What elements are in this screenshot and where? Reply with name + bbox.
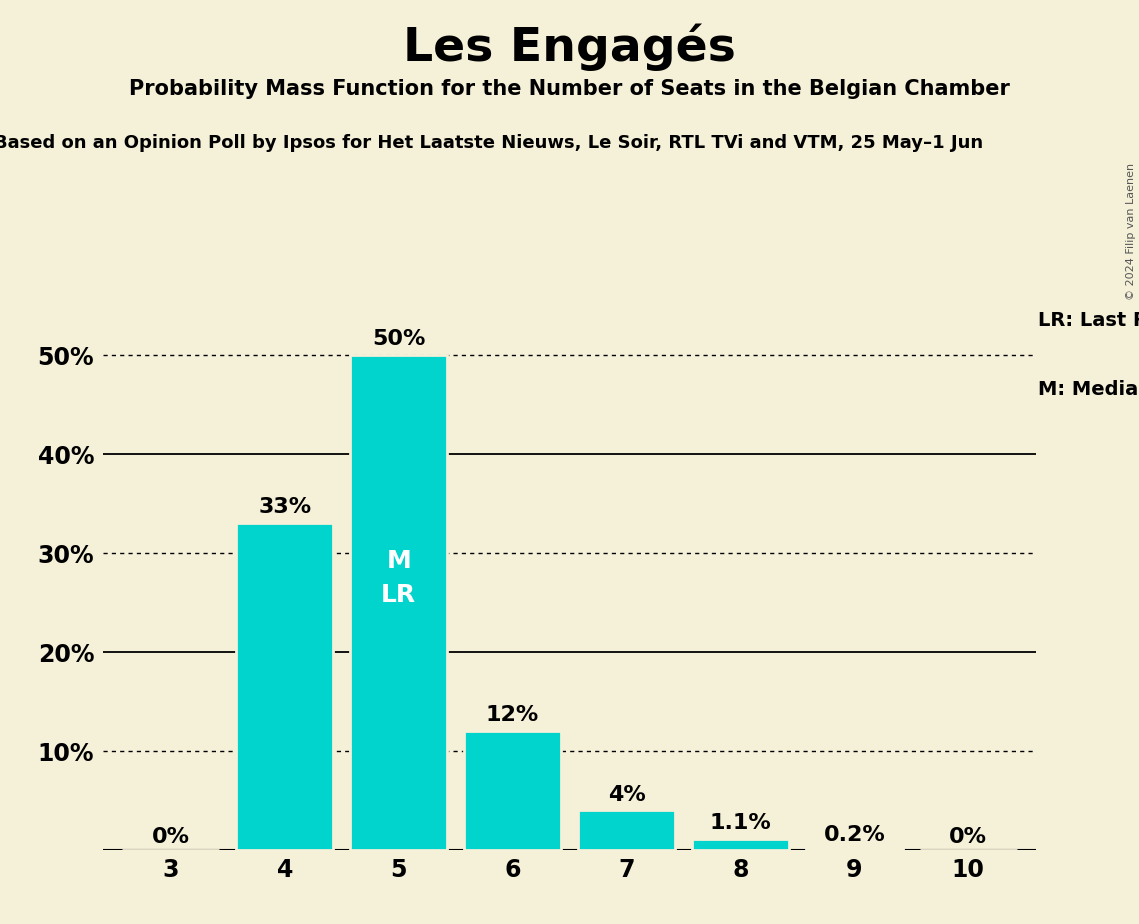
Text: Based on an Opinion Poll by Ipsos for Het Laatste Nieuws, Le Soir, RTL TVi and V: Based on an Opinion Poll by Ipsos for He… <box>0 134 983 152</box>
Bar <box>351 355 446 850</box>
Text: 12%: 12% <box>486 705 539 725</box>
Text: Probability Mass Function for the Number of Seats in the Belgian Chamber: Probability Mass Function for the Number… <box>129 79 1010 99</box>
Text: 4%: 4% <box>607 784 646 805</box>
Text: 0.2%: 0.2% <box>823 825 885 845</box>
Bar <box>806 848 902 850</box>
Bar <box>237 523 333 850</box>
Text: Les Engagés: Les Engagés <box>403 23 736 70</box>
Text: 50%: 50% <box>372 329 425 349</box>
Text: LR: Last Result: LR: Last Result <box>1039 311 1139 331</box>
Bar <box>579 810 674 850</box>
Text: 0%: 0% <box>949 827 988 847</box>
Text: 0%: 0% <box>151 827 190 847</box>
Text: 1.1%: 1.1% <box>710 813 771 833</box>
Text: M
LR: M LR <box>382 549 416 606</box>
Text: © 2024 Filip van Laenen: © 2024 Filip van Laenen <box>1125 163 1136 299</box>
Bar <box>693 839 788 850</box>
Text: M: Median: M: Median <box>1039 380 1139 399</box>
Text: 33%: 33% <box>259 497 311 517</box>
Bar <box>465 731 562 850</box>
